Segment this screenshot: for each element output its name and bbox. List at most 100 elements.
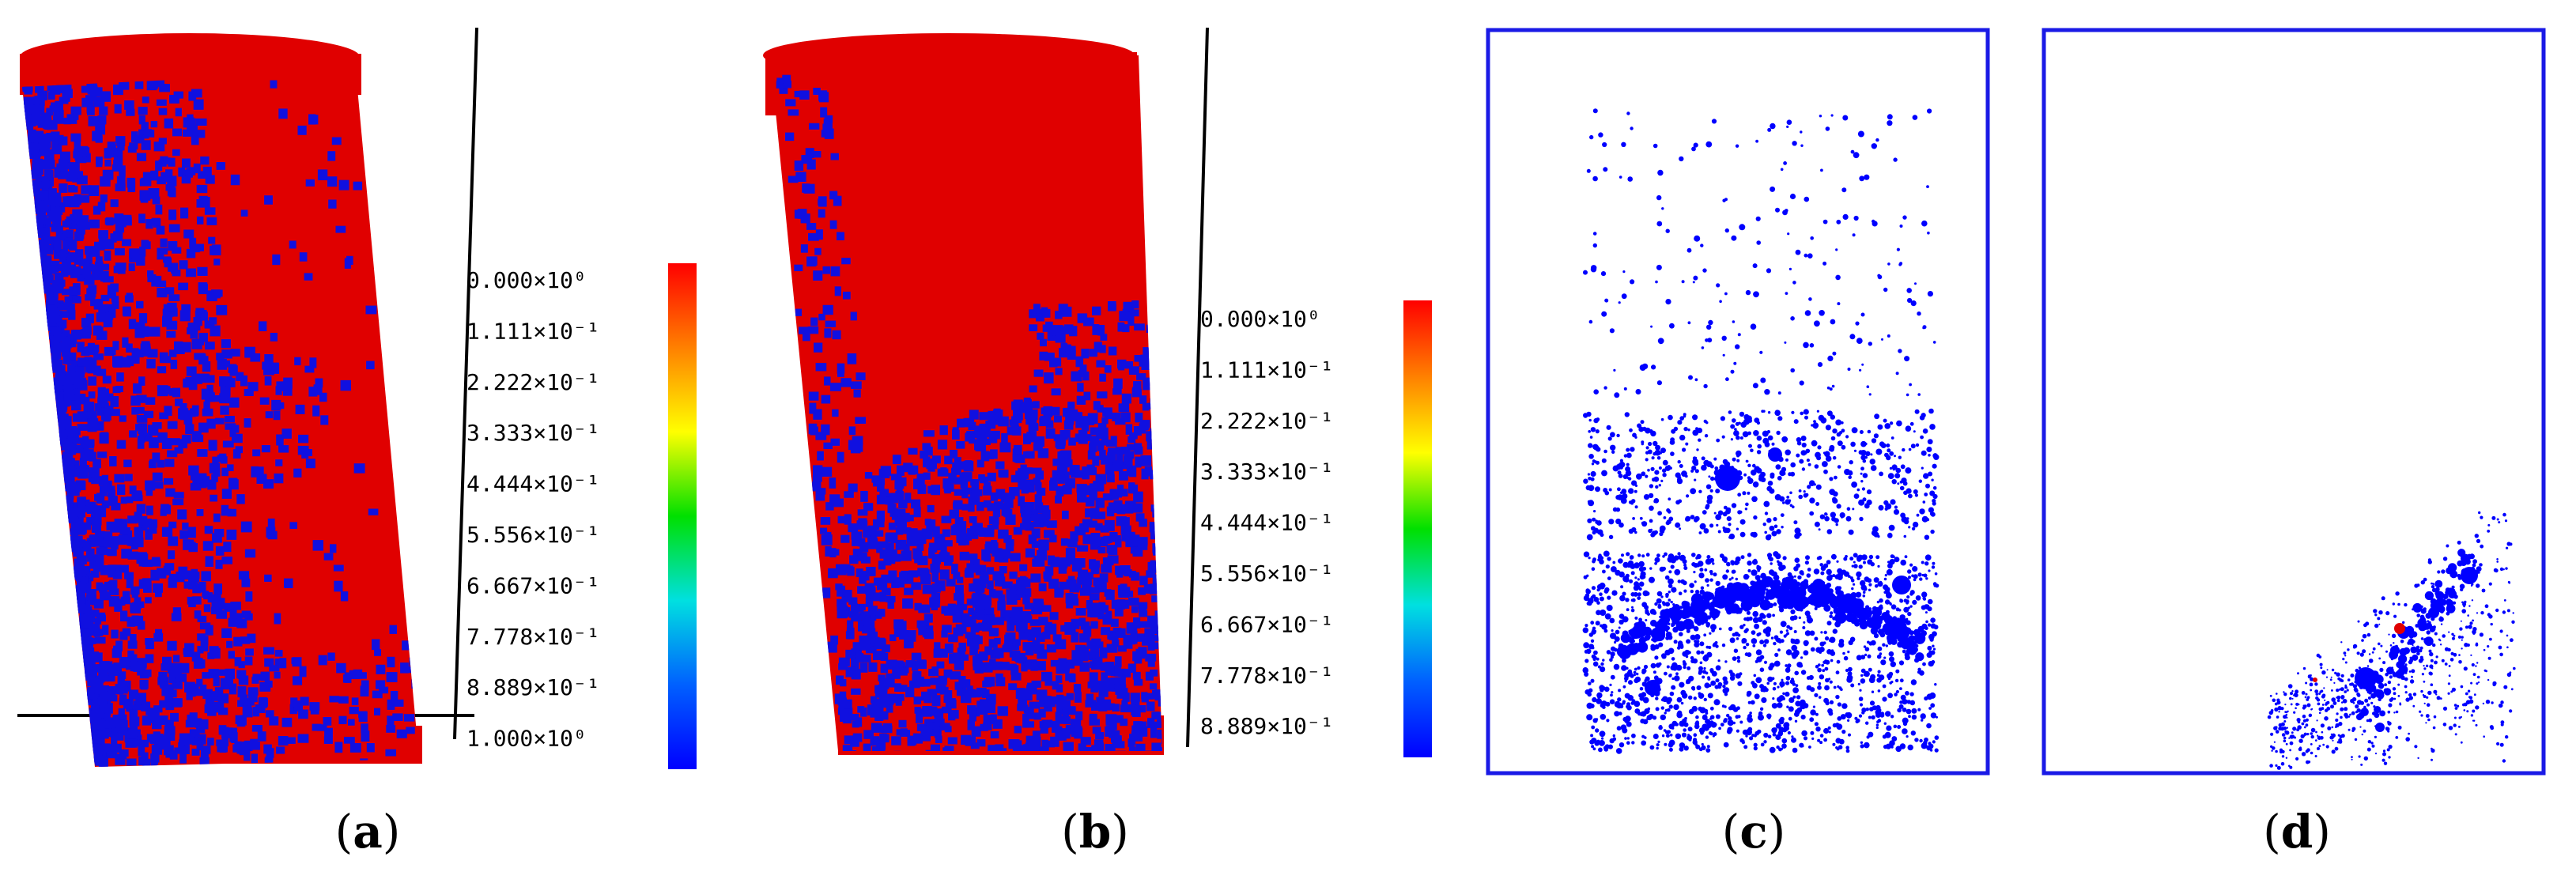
damage-cell	[240, 209, 248, 217]
damage-cell	[136, 504, 146, 514]
damage-cell	[1150, 529, 1160, 540]
damage-cell	[130, 606, 141, 613]
damage-cell	[120, 214, 132, 224]
damage-cell	[1081, 349, 1090, 359]
damage-cell	[1151, 595, 1161, 602]
crack-dot	[1868, 342, 1872, 346]
crack-dot	[1838, 745, 1843, 749]
damage-cell	[236, 372, 244, 381]
damage-cell	[175, 347, 185, 354]
damage-cell	[159, 412, 169, 420]
crack-dot	[1587, 518, 1592, 523]
damage-cell	[1019, 564, 1028, 572]
damage-cell	[43, 236, 53, 244]
crack-dot	[1696, 685, 1702, 690]
damage-cell	[340, 379, 351, 391]
crack-dot	[1812, 705, 1815, 708]
damage-cell	[120, 596, 130, 605]
damage-cell	[64, 384, 74, 391]
crack-dot	[1773, 660, 1781, 667]
damage-cell	[1023, 588, 1032, 597]
damage-cell	[895, 579, 905, 588]
damage-cell	[205, 625, 213, 636]
damage-cell	[848, 597, 858, 605]
damage-cell	[333, 564, 344, 572]
crack-dot	[1645, 458, 1649, 462]
damage-cell	[182, 342, 190, 351]
damage-cell	[1020, 576, 1027, 583]
damage-cell	[1067, 349, 1076, 360]
damage-cell	[168, 577, 177, 588]
crack-dot	[1736, 729, 1739, 733]
damage-cell	[1045, 428, 1056, 439]
damage-cell	[183, 581, 192, 589]
damage-cell	[844, 699, 852, 709]
damage-cell	[229, 397, 240, 408]
damage-cell	[103, 318, 113, 328]
crack-dot	[1770, 186, 1776, 192]
damage-cell	[334, 580, 343, 592]
damage-cell	[1005, 514, 1016, 525]
damage-cell	[90, 610, 100, 617]
damage-cell	[189, 729, 200, 738]
crack-dot	[1873, 433, 1879, 439]
damage-cell	[1150, 669, 1158, 677]
crack-dot	[1914, 738, 1919, 742]
damage-cell	[907, 735, 916, 746]
damage-cell	[1028, 745, 1040, 751]
damage-cell	[1008, 683, 1018, 690]
damage-cell	[1082, 371, 1090, 381]
damage-cell	[28, 145, 39, 153]
damage-cell	[205, 556, 213, 567]
crack-dot	[1932, 486, 1937, 490]
damage-cell	[1022, 515, 1032, 524]
damage-cell	[916, 676, 924, 687]
damage-cell	[965, 433, 973, 442]
damage-cell	[859, 542, 869, 553]
crack-dot	[1932, 631, 1937, 637]
damage-cell	[196, 184, 208, 194]
damage-cell	[104, 538, 115, 548]
crack-dot	[1617, 697, 1622, 702]
damage-cell	[941, 606, 953, 614]
damage-cell	[220, 406, 229, 415]
crack-dot	[1817, 667, 1822, 673]
damage-cell	[194, 610, 202, 619]
damage-cell	[93, 459, 101, 469]
damage-cell	[115, 734, 124, 741]
damage-cell	[80, 458, 87, 466]
crack-dot	[1815, 502, 1820, 506]
damage-cell	[908, 465, 918, 473]
crack-dot	[1668, 497, 1671, 501]
damage-cell	[244, 656, 253, 666]
damage-cell	[340, 591, 349, 602]
crack-dot	[1924, 696, 1928, 701]
crack-dot	[1671, 685, 1676, 690]
damage-cell	[1042, 632, 1051, 640]
crack-dot	[1867, 559, 1873, 565]
damage-cell	[129, 248, 140, 259]
damage-cell	[959, 603, 968, 611]
damage-cell	[257, 731, 266, 742]
damage-cell	[209, 462, 221, 474]
crack-dot	[1926, 723, 1932, 729]
crack-dot	[1639, 516, 1643, 520]
damage-cell	[932, 526, 940, 538]
crack-dot	[1791, 735, 1794, 738]
damage-cell	[312, 723, 322, 731]
damage-cell	[976, 501, 984, 511]
crack-dot	[1774, 410, 1780, 414]
damage-cell	[113, 160, 123, 168]
crack-dot	[1749, 736, 1754, 741]
panel-b-colorbar-ticks: 0.000×10⁰1.111×10⁻¹2.222×10⁻¹3.333×10⁻¹4…	[1200, 306, 1334, 739]
crack-dot	[1585, 624, 1588, 628]
damage-cell	[901, 527, 912, 534]
panel-a-axis-vertical	[453, 27, 478, 740]
damage-cell	[1031, 528, 1041, 539]
damage-cell	[1146, 693, 1154, 700]
damage-cell	[1135, 743, 1146, 751]
damage-cell	[140, 681, 148, 690]
damage-cell	[931, 485, 941, 496]
damage-cell	[813, 270, 823, 281]
damage-cell	[995, 576, 1006, 587]
